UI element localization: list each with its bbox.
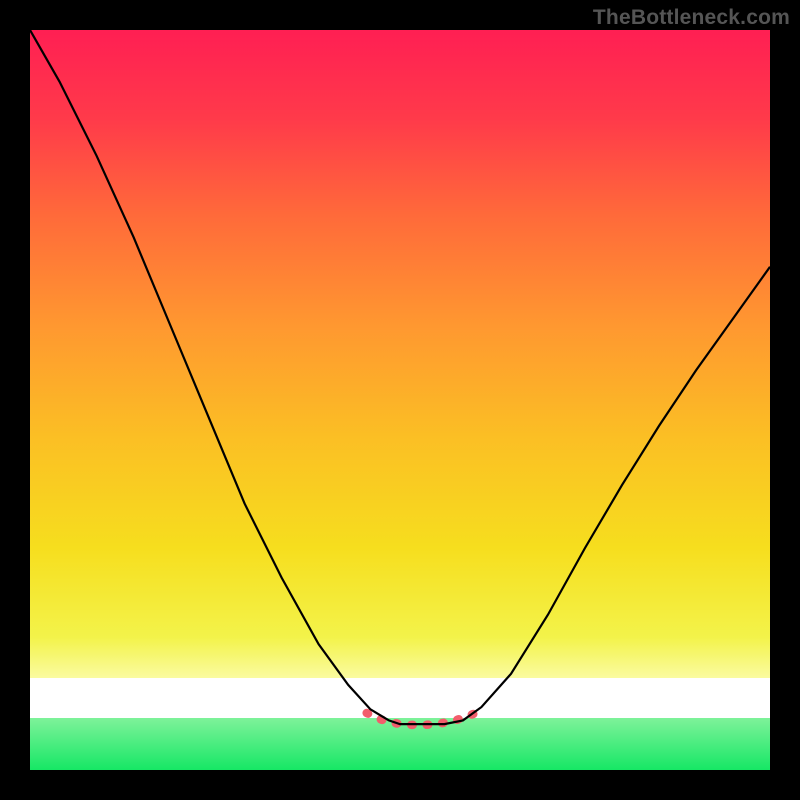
chart-canvas: TheBottleneck.com [0, 0, 800, 800]
chart-svg [30, 30, 770, 770]
watermark-text: TheBottleneck.com [593, 6, 790, 30]
plot-area [30, 30, 770, 770]
bottleneck-curve-path [30, 30, 770, 724]
